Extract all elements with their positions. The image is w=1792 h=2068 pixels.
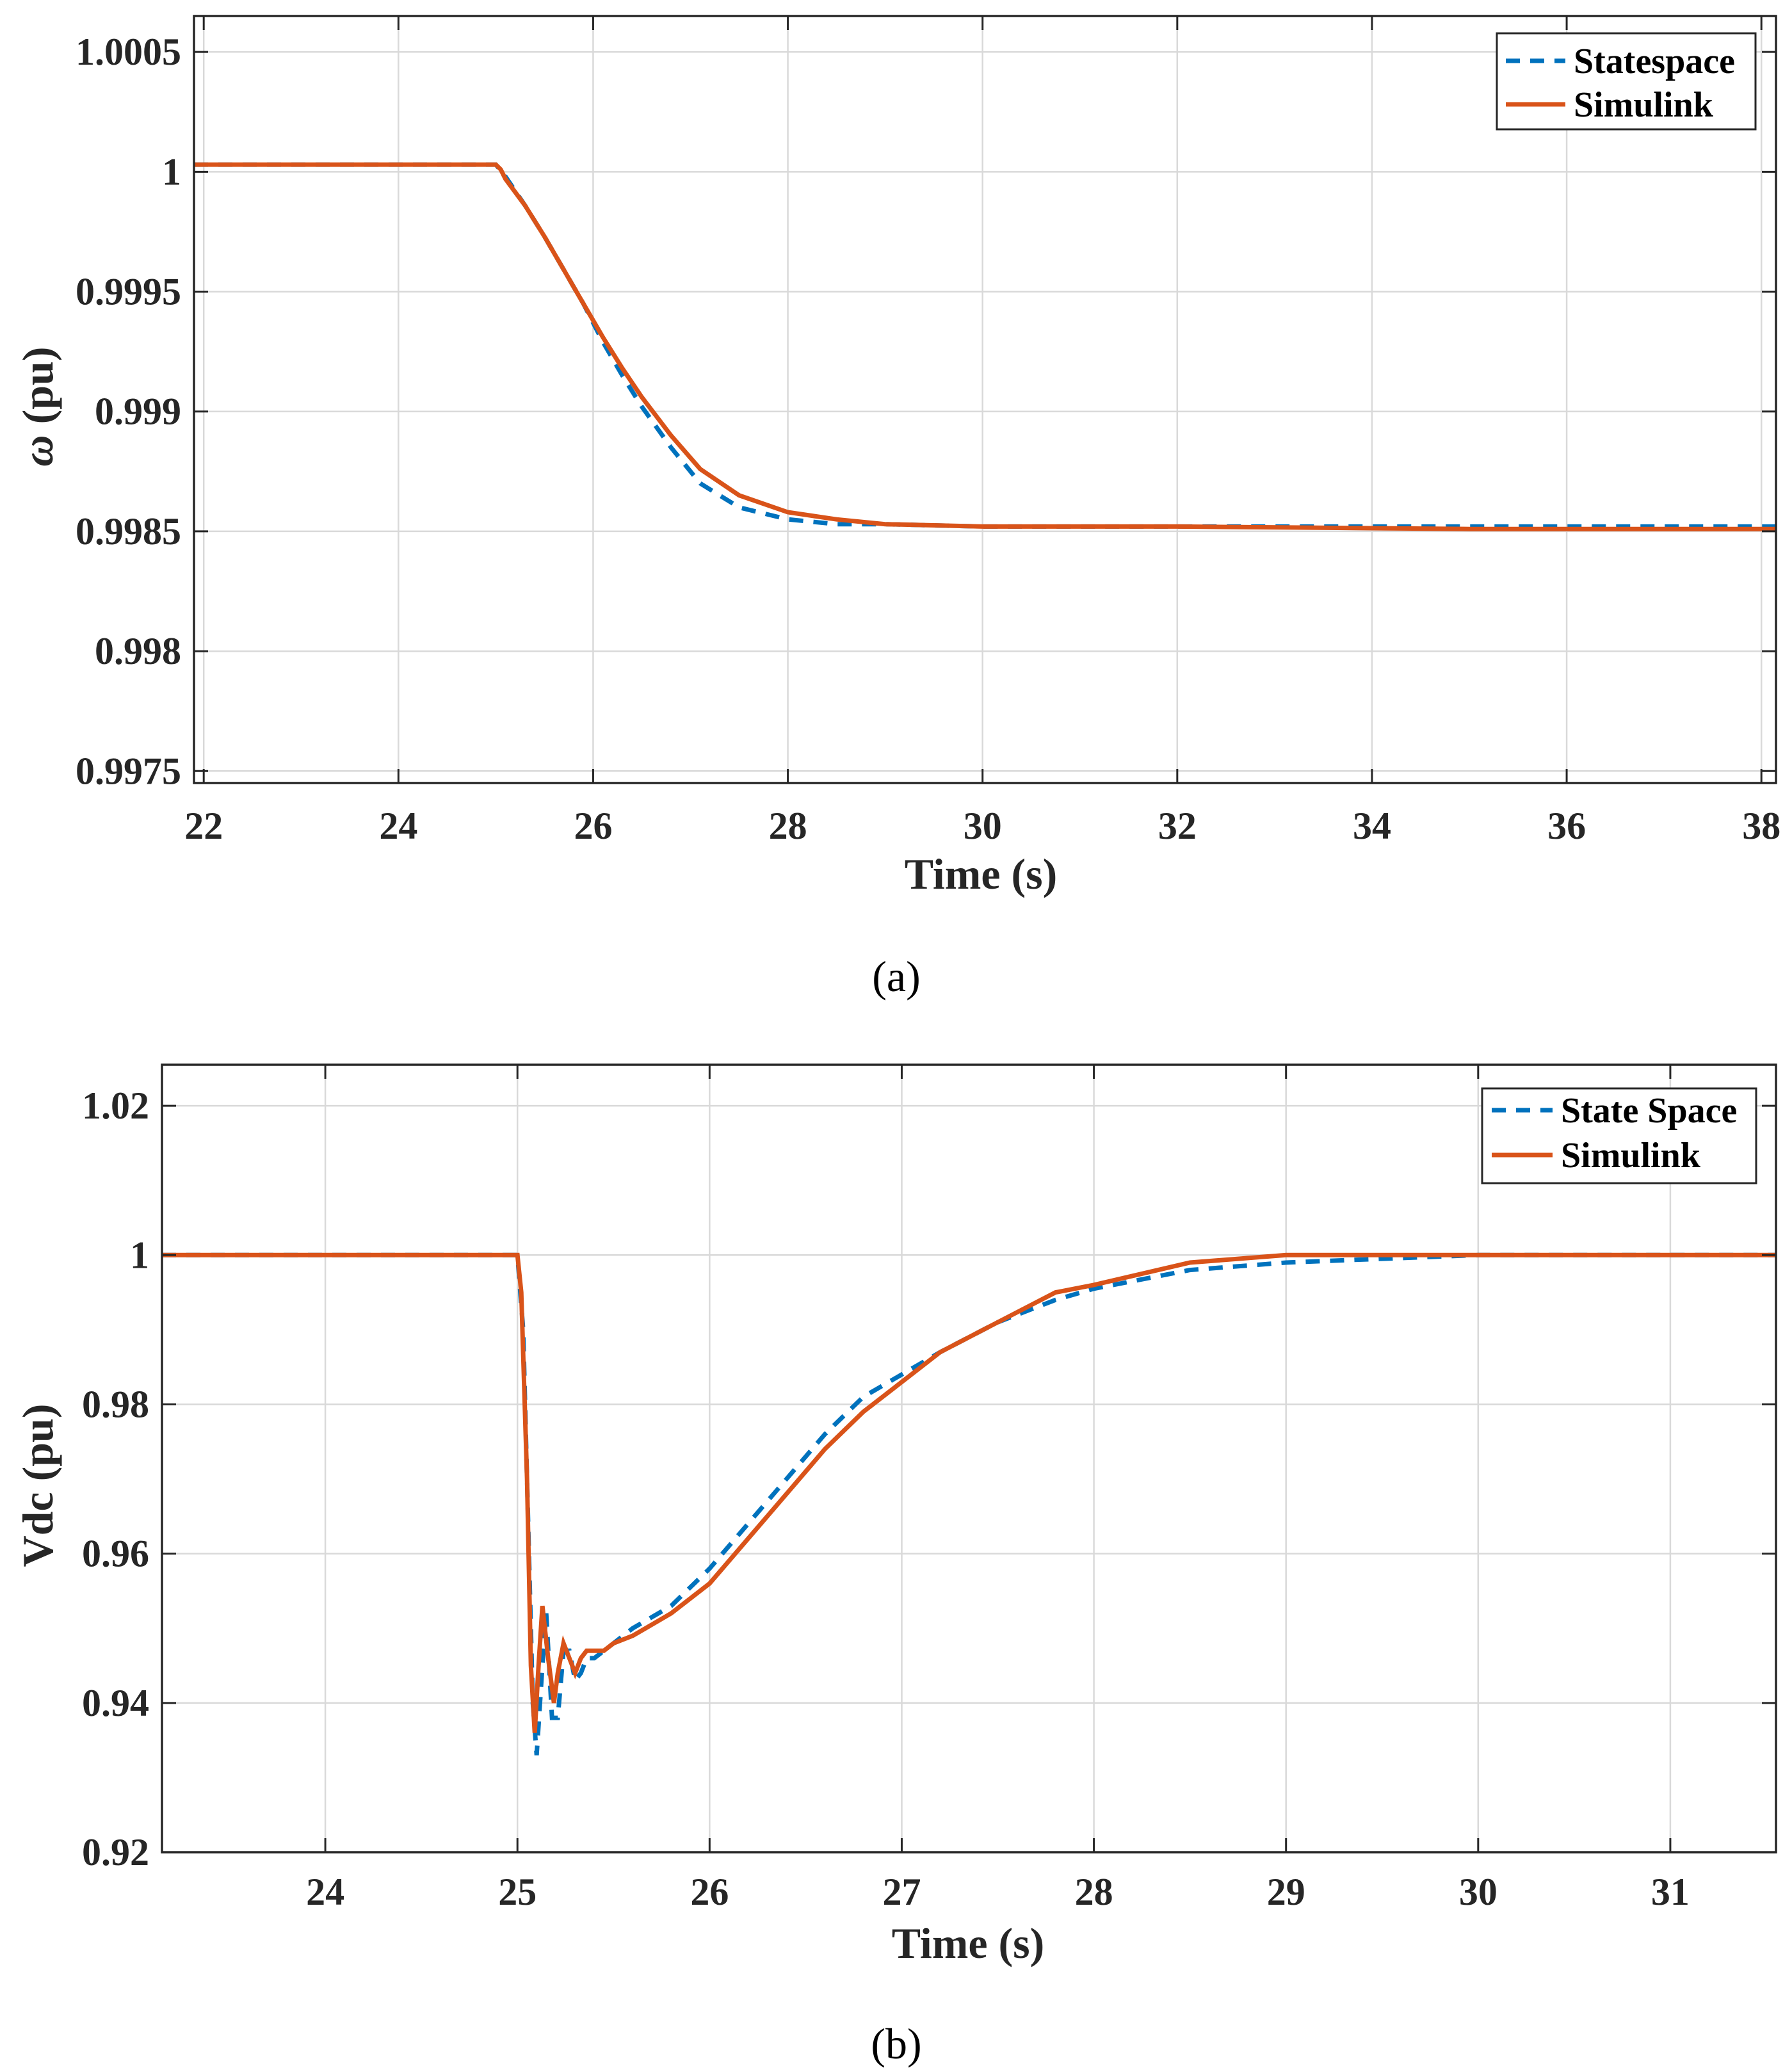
panel-b-axes-frame: [161, 1063, 1777, 1854]
panel-a-x-tick-label: 34: [1353, 805, 1391, 847]
panel-a-y-tick-label: 0.9995: [76, 271, 181, 313]
panel-b-x-tick-label: 31: [1651, 1871, 1690, 1913]
panel-b-x-tick-label: 26: [690, 1871, 729, 1913]
panel-b-legend-label-state-space: State Space: [1561, 1091, 1737, 1131]
panel-a-x-tick-label: 32: [1158, 805, 1197, 847]
panel-a-legend: Statespace Simulink: [1496, 32, 1757, 131]
panel-b-series-state-space: [162, 1252, 1776, 1756]
panel-b-legend: State Space Simulink: [1481, 1087, 1757, 1184]
panel-a-chart: 22 24 26 28 30 32 34 36 38 0.9975 0.998 0.9985 0.999…: [13, 15, 1780, 1001]
panel-b-x-tick-label: 25: [498, 1871, 537, 1913]
panel-b-y-axis-label: Vdc (pu): [13, 1403, 62, 1567]
panel-a-series-statespace: [194, 162, 1776, 529]
panel-b-x-tick-label: 28: [1075, 1871, 1113, 1913]
panel-b-caption: (b): [871, 2019, 921, 2068]
panel-a-y-tick-label: 0.9975: [76, 750, 181, 792]
panel-a-legend-box: [1496, 32, 1757, 131]
panel-b-legend-box: [1481, 1087, 1757, 1184]
panel-b-tick-labels: 24 25 26 27 28 29 30 31 0.92 0.94 0.96 0.98 1 1.02: [82, 1085, 1690, 1913]
panel-a-x-tick-label: 36: [1547, 805, 1586, 847]
panel-b-y-tick-label: 0.94: [82, 1682, 149, 1724]
panel-b-y-tick-label: 1.02: [82, 1085, 149, 1127]
panel-b-x-tick-label: 27: [882, 1871, 921, 1913]
panel-a-x-tick-label: 22: [184, 805, 223, 847]
panel-a-legend-label-statespace: Statespace: [1574, 42, 1735, 81]
panel-b-plot-area: [162, 1252, 1776, 1756]
panel-a-axes-frame: [193, 15, 1777, 784]
panel-b-x-tick-label: 24: [306, 1871, 344, 1913]
panel-a-ticks: [194, 16, 1776, 783]
panel-a-y-tick-label: 1.0005: [76, 31, 181, 73]
panel-b-y-tick-label: 0.96: [82, 1533, 149, 1575]
panel-a-grid: [194, 16, 1776, 783]
panel-a-x-tick-label: 30: [964, 805, 1002, 847]
panel-a-x-tick-label: 24: [379, 805, 417, 847]
panel-a-caption: (a): [872, 952, 920, 1001]
panel-a-y-tick-label: 1: [162, 150, 181, 193]
panel-a-tick-labels: 22 24 26 28 30 32 34 36 38 0.9975 0.998 0.9985 0.999…: [76, 31, 1780, 847]
panel-a-x-axis-label: Time (s): [905, 850, 1058, 898]
panel-a-y-tick-label: 0.9985: [76, 510, 181, 553]
panel-a-series-simulink: [194, 162, 1776, 531]
panel-b-x-tick-label: 29: [1267, 1871, 1305, 1913]
panel-b-y-tick-label: 0.98: [82, 1383, 149, 1425]
panel-b-x-tick-label: 30: [1459, 1871, 1497, 1913]
panel-b-y-tick-label: 0.92: [82, 1831, 149, 1873]
panel-a-x-tick-label: 26: [574, 805, 612, 847]
panel-a-y-axis-symbol: ω: [13, 435, 62, 466]
panel-a-legend-label-simulink: Simulink: [1574, 85, 1714, 125]
panel-b-ticks: [162, 1065, 1776, 1854]
panel-b-chart: 24 25 26 27 28 29 30 31 0.92 0.94 0.96 0.98 1 1.02 Ti…: [13, 1063, 1777, 2068]
panel-a-y-tick-label: 0.999: [95, 391, 181, 433]
panel-b-series-simulink: [162, 1252, 1776, 1733]
panel-a-y-tick-label: 0.998: [95, 630, 181, 672]
panel-a-x-tick-label: 28: [769, 805, 807, 847]
panel-b-y-tick-label: 1: [130, 1234, 149, 1276]
panel-a-plot-area: [194, 162, 1776, 531]
panel-a-x-tick-label: 38: [1742, 805, 1780, 847]
panel-b-legend-label-simulink: Simulink: [1561, 1136, 1701, 1175]
panel-b-x-axis-label: Time (s): [892, 1919, 1045, 1967]
panel-a-y-axis-unit: (pu): [13, 346, 62, 435]
panel-a-y-axis-label: ω (pu): [13, 346, 62, 466]
